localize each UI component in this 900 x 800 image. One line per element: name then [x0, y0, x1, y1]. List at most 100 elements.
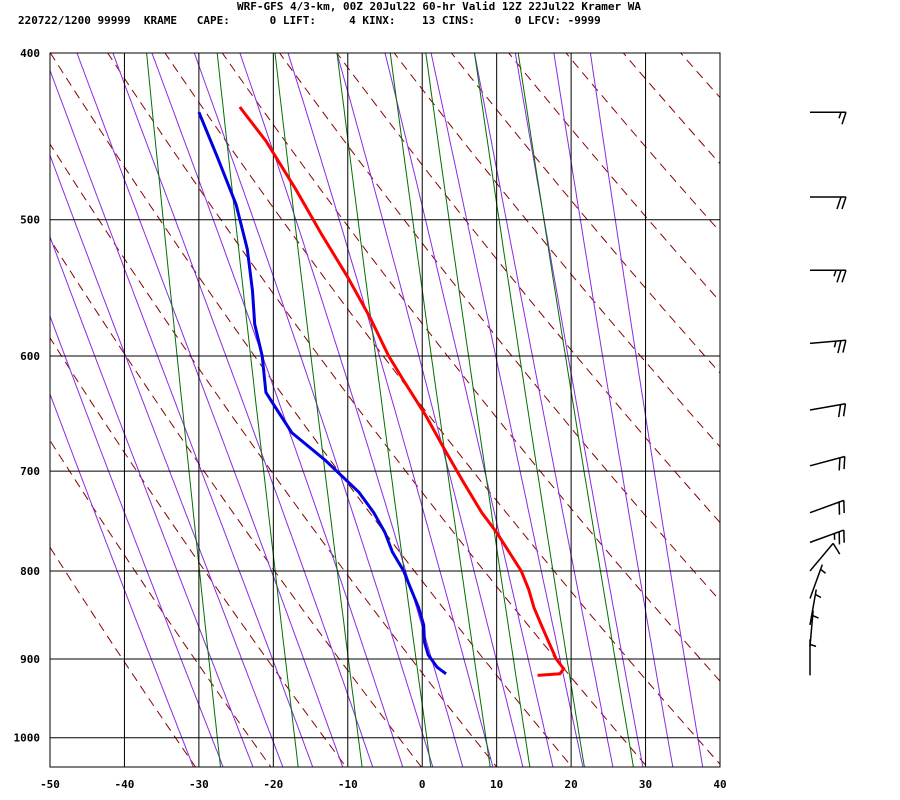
wind-barb-feather	[842, 403, 847, 417]
wind-barb-feather	[836, 196, 842, 210]
plot-frame	[49, 52, 721, 768]
y-tick-label: 800	[20, 565, 40, 578]
y-tick-label: 700	[20, 465, 40, 478]
dry-adiabat-line	[680, 53, 720, 99]
chart-header: WRF-GFS 4/3-km, 00Z 20Jul22 60-hr Valid …	[0, 0, 900, 30]
mixing-ratio-line	[473, 53, 585, 767]
moist-adiabat-line	[553, 53, 674, 767]
x-tick-label: -10	[338, 778, 358, 791]
moist-adiabat-line	[50, 235, 254, 767]
x-tick-label: 0	[419, 778, 426, 791]
y-tick-labels: 400 500 600 700 800 900 1000	[14, 47, 41, 745]
moist-adiabat-line	[514, 53, 644, 767]
moist-adiabat-line	[193, 53, 434, 767]
dry-adiabat-line	[450, 53, 720, 374]
wind-barb-feather	[843, 456, 846, 470]
x-tick-label: 10	[490, 778, 503, 791]
wind-barb-half-feather	[838, 111, 842, 119]
moist-adiabat-line	[112, 53, 374, 767]
wind-barb	[810, 111, 847, 125]
wind-barb	[810, 269, 847, 283]
x-tick-label: 40	[713, 778, 726, 791]
mixing-ratio-line	[274, 53, 363, 767]
moist-adiabat-line	[473, 53, 614, 767]
wind-barb-feather	[838, 457, 841, 471]
dry-adiabat-line	[760, 15, 900, 782]
wind-barb-half-feather	[812, 614, 819, 619]
moist-adiabat-line	[50, 68, 314, 767]
wind-barb-staff	[809, 589, 817, 626]
dry-adiabat-line	[221, 53, 720, 682]
x-tick-label: -30	[189, 778, 209, 791]
moist-adiabat-line	[151, 53, 404, 767]
y-tick-label: 600	[20, 350, 40, 363]
dry-adiabat-line	[704, 15, 900, 782]
moist-adiabat-line	[384, 53, 554, 767]
series-layer	[197, 106, 566, 677]
wind-barb-feather	[837, 404, 842, 418]
wind-barb-feather	[841, 196, 847, 210]
wind-barb-feather	[841, 111, 847, 125]
mixing-ratio-line	[517, 53, 634, 767]
dry-adiabat-line	[817, 15, 900, 782]
moist-adiabat-line	[76, 53, 344, 767]
wind-barb	[809, 589, 822, 626]
wind-barb	[809, 403, 847, 418]
x-tick-labels: -50 -40 -30 -20 -10 0 10 20 30 40	[40, 778, 727, 791]
mixing-ratio-line	[389, 53, 491, 767]
moist-adiabat-line	[50, 392, 194, 767]
dry-adiabat-line	[50, 143, 498, 767]
mixing-ratio-line	[146, 53, 222, 767]
wind-barb-staff	[809, 403, 846, 411]
moist-adiabat-line	[50, 153, 284, 767]
dry-adiabat-line	[50, 238, 423, 767]
dry-adiabat-line	[393, 53, 720, 448]
moist-adiabat-line	[287, 53, 494, 767]
x-tick-label: 30	[639, 778, 652, 791]
wind-barb	[810, 196, 847, 210]
wind-barbs	[809, 111, 847, 676]
moist-adiabat-line	[589, 53, 704, 767]
dry-adiabat-line	[508, 53, 720, 303]
dewpoint-series-line	[197, 111, 447, 676]
dry-adiabat-line	[336, 53, 720, 524]
background-lines	[50, 15, 900, 782]
dry-adiabat-line	[565, 53, 720, 233]
moist-adiabat-line	[239, 53, 464, 767]
dry-adiabat-line	[107, 53, 648, 767]
wind-barb	[809, 542, 841, 572]
wind-barb-feather	[836, 270, 842, 283]
dry-adiabat-line	[873, 15, 900, 782]
x-tick-label: -50	[40, 778, 60, 791]
wind-barb-half-feather	[809, 643, 817, 648]
dry-adiabat-line	[50, 546, 197, 767]
mixing-ratio-line	[336, 53, 432, 767]
temperature-series-line	[238, 106, 566, 677]
moist-adiabat-line	[50, 314, 224, 767]
x-tick-label: 20	[564, 778, 577, 791]
wind-barb	[809, 499, 845, 515]
wind-barb-feather	[841, 270, 847, 283]
wind-barb-staff	[809, 339, 846, 345]
wind-barb-staff	[809, 542, 834, 572]
dry-adiabat-line	[50, 439, 272, 767]
wind-barb	[809, 339, 847, 354]
wind-barb-half-feather	[820, 568, 827, 574]
x-tick-label: -20	[263, 778, 283, 791]
wind-barb	[809, 455, 846, 471]
wind-barb	[809, 639, 817, 676]
dry-adiabat-line	[50, 53, 573, 767]
y-tick-label: 1000	[14, 732, 41, 745]
wind-barb-staff	[809, 564, 824, 599]
wind-barb-half-feather	[833, 340, 837, 348]
sounding-indices: 220722/1200 99999 KRAME CAPE: 0 LIFT: 4 …	[18, 14, 601, 27]
dry-adiabat-line	[50, 336, 347, 767]
wind-barb-half-feather	[815, 593, 822, 599]
wind-barb-staff	[809, 529, 845, 544]
x-tick-label: -40	[115, 778, 135, 791]
mixing-ratio-line	[425, 53, 531, 767]
y-tick-label: 500	[20, 214, 40, 227]
wind-barb	[809, 529, 845, 545]
wind-barb	[809, 564, 827, 599]
